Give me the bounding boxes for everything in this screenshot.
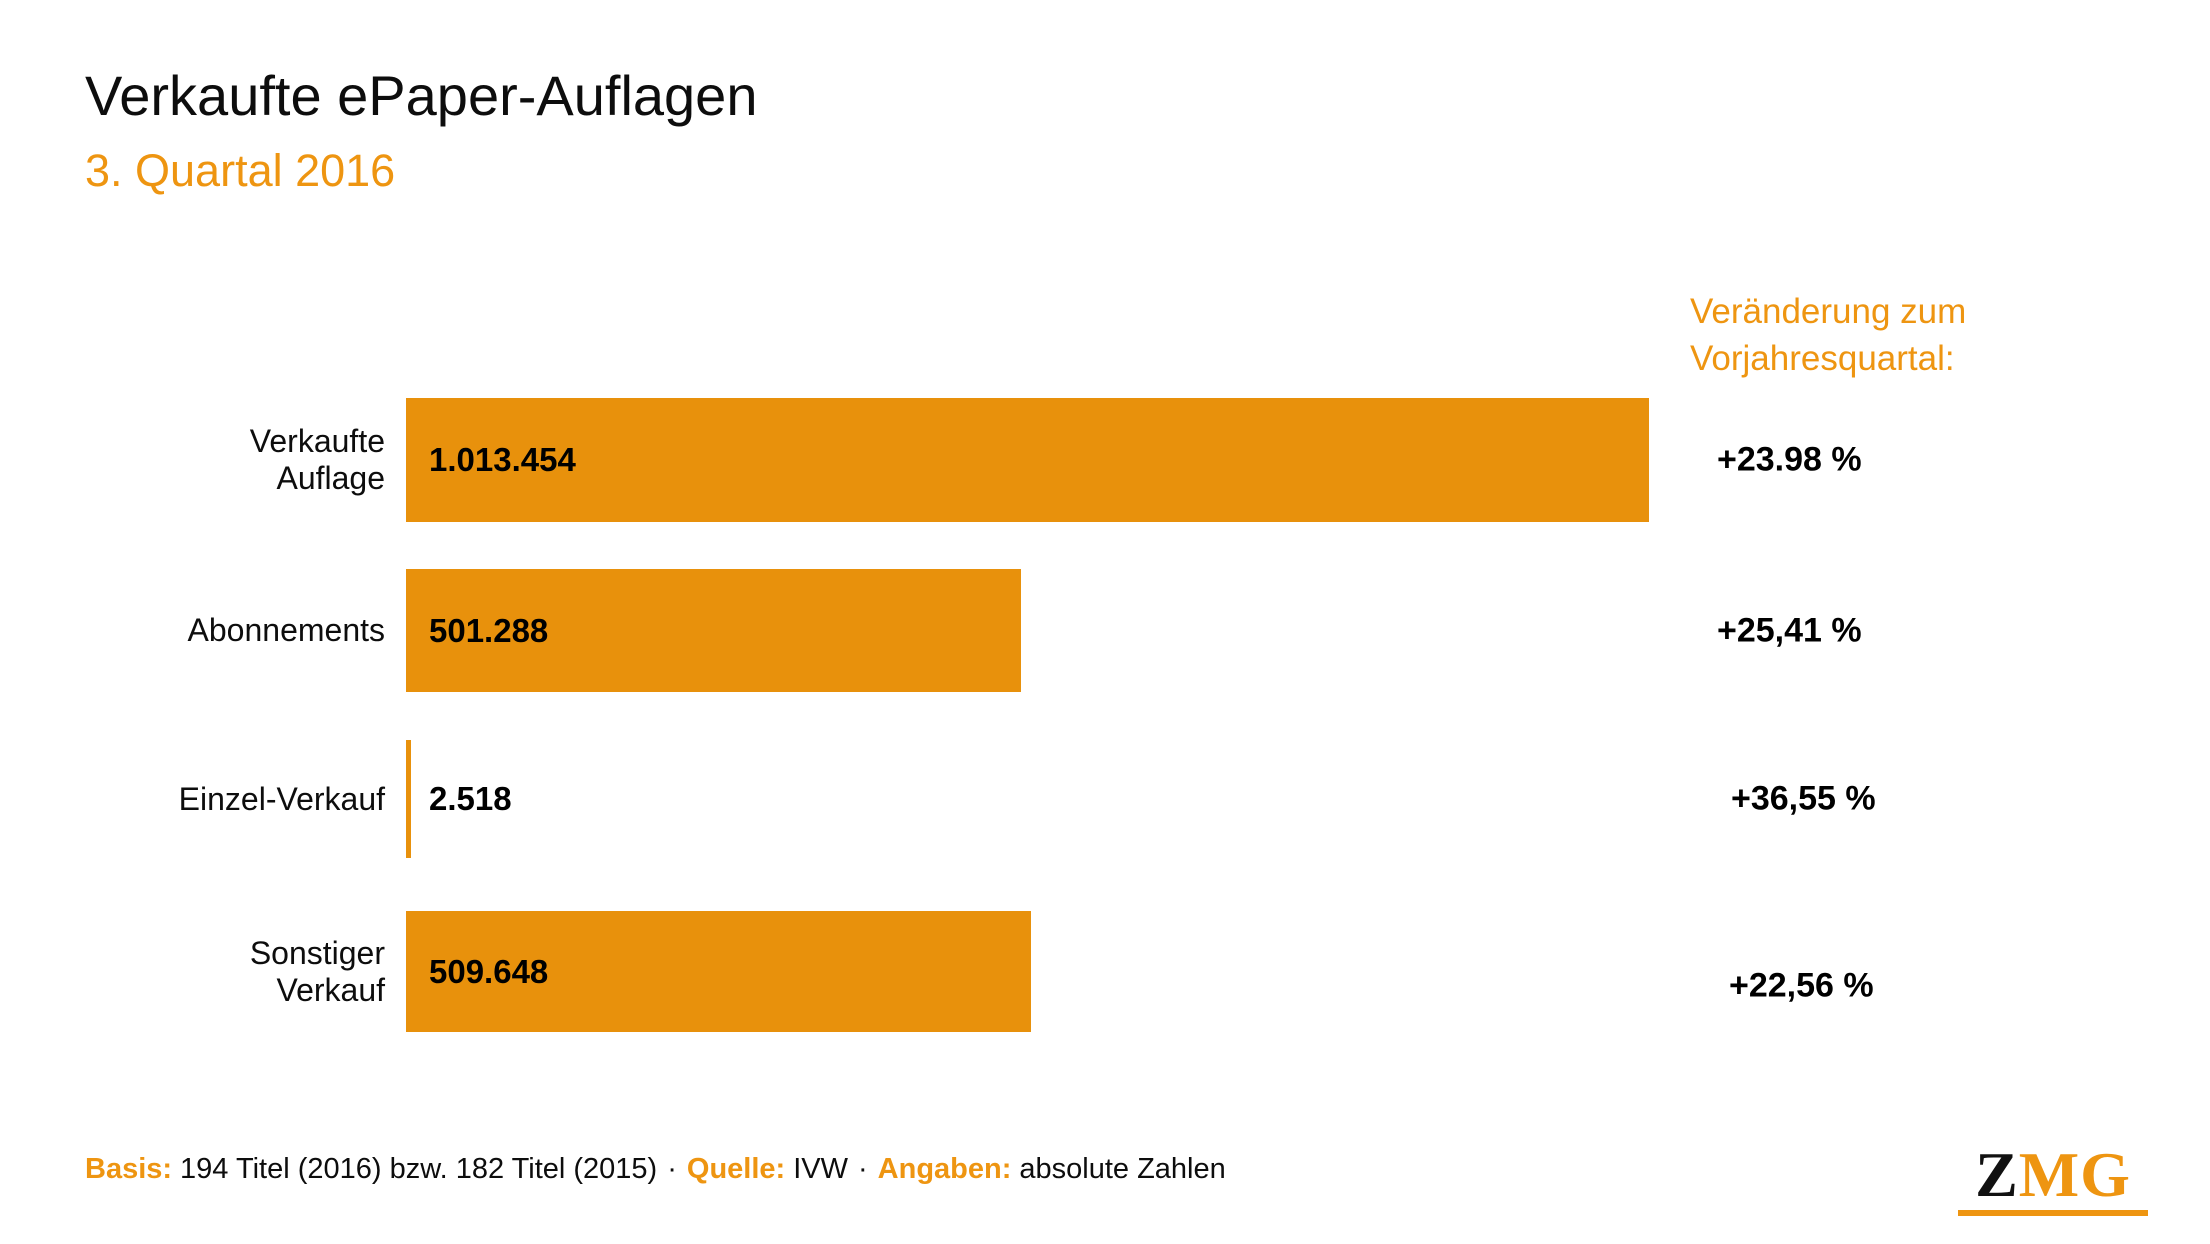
chart-row-sonstiger-verkauf: Sonstiger Verkauf 509.648 +22,56 % xyxy=(0,911,2210,1032)
footer-basis-text: 194 Titel (2016) bzw. 182 Titel (2015) xyxy=(180,1153,658,1185)
footer-separator: · xyxy=(667,1153,677,1185)
category-label-line: Einzel-Verkauf xyxy=(178,780,385,817)
value-label-einzel-verkauf: 2.518 xyxy=(429,780,512,817)
category-label-line: Abonnements xyxy=(187,612,385,648)
change-value-sonstiger-verkauf: +22,56 % xyxy=(1729,966,1874,1004)
category-label-line: Sonstiger xyxy=(249,934,385,971)
change-column-header-line1: Veränderung zum xyxy=(1690,292,1967,331)
footer-angaben-label: Angaben: xyxy=(877,1153,1012,1185)
footer-basis-label: Basis: xyxy=(85,1153,173,1185)
footer-quelle-text: IVW xyxy=(793,1153,848,1185)
chart-row-abonnements: Abonnements 501.288 +25,41 % xyxy=(0,569,2210,692)
category-label-verkaufte-auflage: Verkaufte Auflage xyxy=(0,398,385,522)
value-label-abonnements: 501.288 xyxy=(429,611,549,649)
category-label-abonnements: Abonnements xyxy=(0,569,385,692)
category-label-einzel-verkauf: Einzel-Verkauf xyxy=(0,740,385,858)
footer-angaben-text: absolute Zahlen xyxy=(1019,1153,1226,1185)
chart-row-einzel-verkauf: Einzel-Verkauf 2.518 +36,55 % xyxy=(0,740,2210,858)
bar-einzel-verkauf xyxy=(406,740,411,858)
change-value-einzel-verkauf: +36,55 % xyxy=(1731,779,1876,818)
bar-verkaufte-auflage xyxy=(406,398,1649,522)
category-label-line: Verkauf xyxy=(276,971,385,1008)
footer-separator: · xyxy=(857,1153,868,1185)
footer-quelle-label: Quelle: xyxy=(686,1153,786,1185)
bar-sonstiger-verkauf xyxy=(406,911,1031,1032)
category-label-sonstiger-verkauf: Sonstiger Verkauf xyxy=(0,911,385,1032)
category-label-line: Auflage xyxy=(276,460,385,496)
page-subtitle: 3. Quartal 2016 xyxy=(85,145,396,196)
change-column-header-line2: Vorjahresquartal: xyxy=(1690,339,1955,378)
change-value-verkaufte-auflage: +23.98 % xyxy=(1717,440,1862,479)
change-value-abonnements: +25,41 % xyxy=(1717,611,1862,649)
zmg-logo: ZMG xyxy=(1958,1143,2148,1216)
zmg-logo-z: Z xyxy=(1975,1139,2019,1210)
chart-row-verkaufte-auflage: Verkaufte Auflage 1.013.454 +23.98 % xyxy=(0,398,2210,522)
source-footer: Basis: 194 Titel (2016) bzw. 182 Titel (2… xyxy=(85,1152,1226,1186)
page-title: Verkaufte ePaper-Auflagen xyxy=(85,64,758,127)
bar-abonnements xyxy=(406,569,1021,692)
value-label-sonstiger-verkauf: 509.648 xyxy=(429,952,549,990)
category-label-line: Verkaufte xyxy=(249,423,385,459)
change-column-header: Veränderung zum Vorjahresquartal: xyxy=(1690,288,1966,382)
zmg-logo-mg: MG xyxy=(2018,1139,2131,1210)
value-label-verkaufte-auflage: 1.013.454 xyxy=(429,441,576,478)
